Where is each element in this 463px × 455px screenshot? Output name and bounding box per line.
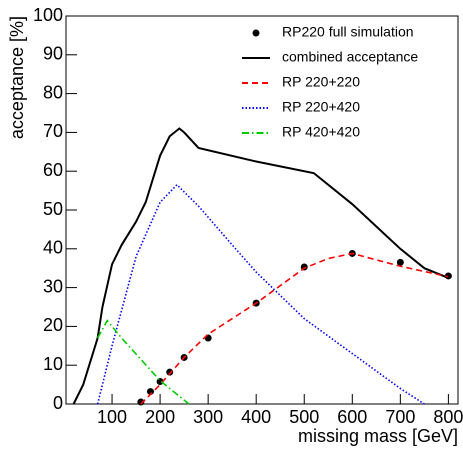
y-tick-label: 60 bbox=[43, 160, 63, 180]
y-axis-label: acceptance [%] bbox=[7, 16, 27, 139]
x-tick-label: 100 bbox=[97, 407, 127, 427]
x-tick-label: 600 bbox=[337, 407, 367, 427]
legend-label: RP 420+420 bbox=[282, 124, 360, 140]
x-tick-label: 800 bbox=[433, 407, 463, 427]
y-tick-label: 20 bbox=[43, 315, 63, 335]
x-tick-label: 200 bbox=[145, 407, 175, 427]
legend-label: RP220 full simulation bbox=[282, 24, 414, 40]
x-axis-label: missing mass [GeV] bbox=[298, 426, 458, 446]
y-tick-label: 30 bbox=[43, 276, 63, 296]
y-tick-label: 10 bbox=[43, 354, 63, 374]
y-tick-label: 90 bbox=[43, 44, 63, 64]
legend-label: combined acceptance bbox=[282, 49, 418, 65]
legend-label: RP 220+420 bbox=[282, 99, 360, 115]
x-tick-label: 300 bbox=[193, 407, 223, 427]
series-line bbox=[140, 252, 449, 405]
data-point bbox=[166, 368, 174, 376]
series-line bbox=[72, 127, 449, 405]
y-tick-label: 100 bbox=[33, 5, 63, 25]
data-point bbox=[396, 258, 404, 266]
x-tick-label: 500 bbox=[289, 407, 319, 427]
x-tick-label: 700 bbox=[385, 407, 415, 427]
y-tick-label: 70 bbox=[43, 121, 63, 141]
y-tick-label: 50 bbox=[43, 199, 63, 219]
y-tick-label: 80 bbox=[43, 82, 63, 102]
y-tick-label: 40 bbox=[43, 238, 63, 258]
y-tick-label: 0 bbox=[53, 393, 63, 413]
legend-label: RP 220+220 bbox=[282, 74, 360, 90]
plot-frame bbox=[65, 15, 459, 405]
x-tick-label: 400 bbox=[241, 407, 271, 427]
series-line bbox=[96, 183, 425, 405]
data-point bbox=[137, 398, 145, 406]
series-line bbox=[96, 319, 190, 405]
legend-marker bbox=[252, 29, 260, 37]
